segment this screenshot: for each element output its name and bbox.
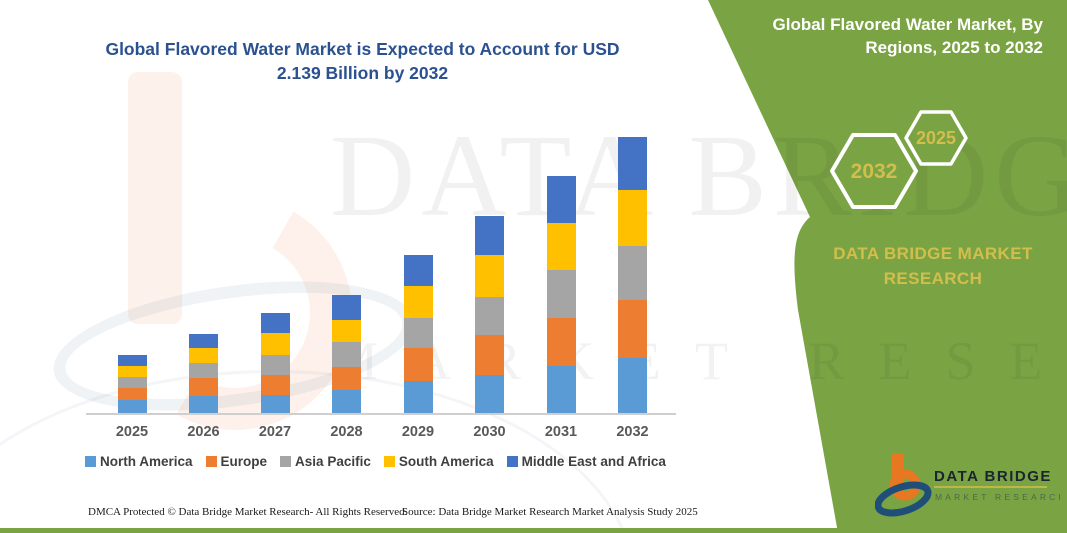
x-axis-label-2028: 2028 [330, 424, 363, 440]
segment-north-america [546, 366, 576, 413]
segment-north-america [475, 375, 504, 413]
legend-swatch-icon [205, 456, 217, 467]
legend-item-north-america: North America [85, 454, 193, 469]
bar-2025 [117, 355, 147, 413]
chart-title-line2: 2.139 Billion by 2032 [276, 63, 449, 83]
segment-north-america [618, 358, 647, 413]
segment-europe [546, 318, 576, 367]
legend-label: Europe [220, 454, 268, 469]
brand-wordmark: DATA BRIDGE MARKET RESEARCH [822, 241, 1044, 291]
chart-canvas: 2025 2026 2027 2028 2029 2030 2031 2032 [115, 137, 649, 440]
segment-europe [117, 387, 147, 400]
segment-middle-east-and-africa [189, 334, 218, 349]
segment-europe [403, 347, 433, 381]
segment-europe [332, 367, 361, 391]
segment-south-america [475, 255, 504, 298]
segment-south-america [403, 286, 433, 319]
logo-subtitle: MARKET RESEARCH [935, 492, 1060, 502]
segment-asia-pacific [332, 342, 361, 368]
brand-line1: DATA BRIDGE MARKET [833, 244, 1033, 263]
segment-north-america [117, 399, 147, 413]
legend-item-europe: Europe [205, 454, 268, 469]
legend-item-asia-pacific: Asia Pacific [280, 454, 371, 469]
x-axis-label-2030: 2030 [473, 424, 506, 440]
panel-title: Global Flavored Water Market, By Regions… [772, 15, 1044, 57]
segment-asia-pacific [475, 297, 504, 336]
dbmr-logo: DATA BRIDGE MARKET RESEARCH [875, 453, 1060, 517]
segment-asia-pacific [189, 363, 218, 379]
segment-europe [475, 335, 504, 376]
x-axis-label-2029: 2029 [401, 424, 435, 440]
segment-south-america [546, 223, 576, 271]
segment-middle-east-and-africa [475, 216, 504, 256]
x-axis-label-2032: 2032 [616, 424, 649, 440]
x-axis-line [86, 413, 676, 415]
segment-south-america [260, 333, 290, 356]
x-axis-label-2027: 2027 [258, 424, 292, 440]
bar-2026 [189, 334, 218, 413]
segment-north-america [403, 381, 433, 413]
brand-line2: RESEARCH [883, 269, 983, 288]
legend-swatch-icon [383, 456, 395, 467]
logo-name: DATA BRIDGE [934, 468, 1052, 485]
segment-asia-pacific [117, 377, 147, 388]
legend-swatch-icon [280, 456, 292, 467]
legend-swatch-icon [506, 456, 518, 467]
segment-middle-east-and-africa [117, 355, 147, 367]
segment-north-america [189, 395, 218, 413]
bar-2028 [332, 295, 361, 413]
x-axis-label-2031: 2031 [544, 424, 578, 440]
bar-2027 [260, 313, 290, 413]
segment-europe [260, 375, 290, 396]
x-axis-label-2026: 2026 [187, 424, 220, 440]
legend-label: South America [398, 454, 494, 469]
footer-source: Source: Data Bridge Market Research Mark… [402, 506, 698, 518]
segment-middle-east-and-africa [260, 313, 290, 334]
chart-legend: North America Europe Asia Pacific South Ame… [85, 454, 675, 469]
bar-2030 [475, 216, 504, 413]
x-axis-label-2025: 2025 [115, 424, 149, 440]
footer-copyright: DMCA Protected © Data Bridge Market Rese… [88, 506, 408, 518]
segment-south-america [618, 189, 647, 246]
legend-label: Asia Pacific [295, 454, 371, 469]
segment-north-america [260, 395, 290, 413]
bar-2031 [546, 176, 576, 413]
legend-label: North America [100, 454, 193, 469]
segment-middle-east-and-africa [332, 295, 361, 321]
segment-south-america [189, 348, 218, 364]
segment-middle-east-and-africa [403, 255, 433, 287]
bottom-green-strip [0, 528, 1067, 533]
legend-label: Middle East and Africa [521, 454, 666, 469]
segment-asia-pacific [403, 318, 433, 348]
chart-title: Global Flavored Water Market is Expected… [80, 37, 645, 85]
segment-middle-east-and-africa [546, 176, 576, 224]
segment-asia-pacific [618, 245, 647, 300]
segment-europe [189, 378, 218, 396]
watermark-logo-b-icon [128, 72, 182, 324]
segment-south-america [117, 366, 147, 378]
legend-item-middle-east-and-africa: Middle East and Africa [506, 454, 666, 469]
bar-2032 [618, 137, 647, 413]
segment-south-america [332, 320, 361, 343]
chart-title-line1: Global Flavored Water Market is Expected… [105, 39, 620, 59]
bar-2029 [403, 255, 433, 413]
legend-item-south-america: South America [383, 454, 494, 469]
segment-middle-east-and-africa [618, 137, 647, 190]
logo-b-icon [875, 453, 932, 517]
legend-swatch-icon [85, 456, 96, 467]
segment-asia-pacific [260, 355, 290, 376]
segment-europe [618, 299, 647, 359]
segment-asia-pacific [546, 270, 576, 319]
segment-north-america [332, 390, 361, 413]
